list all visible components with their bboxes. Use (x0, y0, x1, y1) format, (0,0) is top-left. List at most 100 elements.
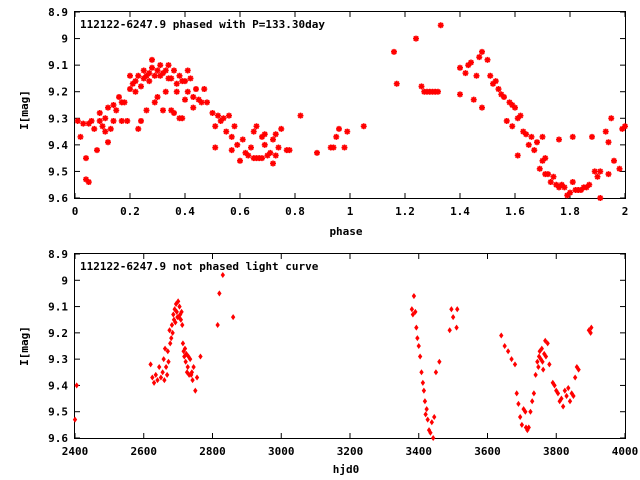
phased-data-point (140, 75, 147, 82)
phased-data-point (479, 104, 485, 111)
phased-data-point (88, 117, 95, 124)
unphased-data-point (158, 374, 164, 381)
unphased-data-point (153, 371, 158, 378)
phased-data-point (173, 80, 180, 87)
phased-data-point (99, 123, 106, 130)
phased-data-point (77, 133, 84, 140)
phased-data-point (132, 88, 139, 95)
phased-data-point (74, 117, 81, 124)
phased-y-axis-label: I[mag] (18, 90, 31, 130)
unphased-data-point (416, 342, 421, 350)
phased-data-point (80, 120, 87, 127)
unphased-data-point (183, 358, 188, 365)
phased-data-point (190, 104, 197, 111)
phased-data-point (149, 64, 155, 71)
phased-data-point (514, 115, 521, 122)
phased-data-point (110, 117, 117, 124)
unphased-data-point (552, 382, 557, 389)
unphased-data-point (162, 345, 168, 352)
unphased-data-point (429, 419, 434, 426)
unphased-data-point (533, 371, 538, 378)
phased-data-point (393, 80, 400, 87)
unphased-data-point (164, 371, 170, 378)
unphased-data-point (517, 413, 523, 420)
unphased-data-point (502, 342, 507, 350)
phased-data-point (96, 117, 103, 124)
phased-data-point (270, 136, 276, 143)
phased-data-point (360, 123, 367, 130)
phased-data-point (102, 115, 109, 122)
unphased-axis-ticks: 2400 2600 2800 3000 3200 3400 3600 3800 4000 8.9 9… (48, 248, 638, 458)
phased-data-point (91, 125, 98, 132)
phased-data-point (116, 94, 122, 101)
unphased-data-point (193, 387, 198, 394)
phased-data-point (567, 189, 573, 196)
unphased-data-point (182, 345, 188, 352)
unphased-data-point (428, 429, 433, 436)
phased-data-point (484, 56, 491, 63)
phased-data-point (553, 181, 560, 188)
phased-data-point (135, 125, 142, 132)
unphased-y-tick-label: 9.3 (48, 353, 68, 366)
unphased-data-point (410, 311, 416, 318)
unphased-data-point (530, 398, 535, 405)
phased-data-point (583, 184, 590, 191)
phased-data-point (591, 168, 598, 175)
unphased-data-point (151, 379, 157, 386)
unphased-data-point (178, 316, 184, 323)
phased-data-point (487, 72, 494, 79)
phased-data-point (151, 99, 158, 106)
phased-data-point (248, 144, 254, 151)
phased-data-point (490, 80, 496, 87)
unphased-data-point (217, 290, 222, 297)
phased-data-point (509, 123, 516, 130)
phased-data-point (597, 195, 604, 201)
phased-x-tick-label: 0.8 (285, 205, 305, 218)
phased-data-point (506, 99, 513, 106)
phased-data-point (547, 179, 554, 186)
phased-data-point (531, 147, 538, 154)
phased-data-point (602, 128, 609, 135)
unphased-data-point (588, 329, 593, 336)
unphased-data-point (74, 382, 79, 389)
unphased-data-point (536, 364, 541, 371)
phased-data-point (275, 144, 282, 151)
unphased-data-point (576, 366, 581, 373)
unphased-data-point (177, 303, 182, 310)
unphased-data-point (509, 356, 514, 363)
phased-data-point (228, 147, 235, 154)
phased-data-point (264, 152, 271, 159)
unphased-data-point (424, 406, 429, 413)
unphased-x-tick-label: 3600 (474, 445, 501, 458)
unphased-x-tick-label: 3000 (268, 445, 295, 458)
phased-data-point (622, 123, 628, 130)
unphased-data-point (555, 390, 561, 397)
unphased-data-point (422, 398, 428, 405)
unphased-data-point (425, 416, 430, 423)
unphased-data-point (535, 358, 540, 365)
phased-x-tick-label: 1.6 (505, 205, 525, 218)
phased-data-point (245, 152, 252, 159)
unphased-y-tick-label: 8.9 (48, 248, 68, 261)
unphased-data-point (166, 358, 171, 365)
phased-data-point (542, 155, 549, 162)
unphased-data-point (454, 324, 459, 331)
phased-data-point (231, 123, 238, 130)
phased-data-point (498, 91, 505, 98)
phased-data-point (179, 115, 186, 122)
unphased-data-point (528, 408, 533, 415)
phased-data-point (286, 147, 293, 154)
unphased-data-point (564, 392, 569, 399)
unphased-data-point (169, 321, 175, 328)
phased-data-point (237, 157, 243, 164)
unphased-data-point (165, 348, 170, 355)
phased-data-point (616, 165, 623, 172)
unphased-data-point (547, 361, 552, 368)
phased-data-point (539, 133, 546, 140)
phased-data-point (105, 104, 111, 111)
unphased-data-point (560, 403, 566, 410)
phased-data-point (418, 83, 425, 90)
phased-data-point (341, 144, 348, 151)
phased-data-point (523, 131, 529, 138)
